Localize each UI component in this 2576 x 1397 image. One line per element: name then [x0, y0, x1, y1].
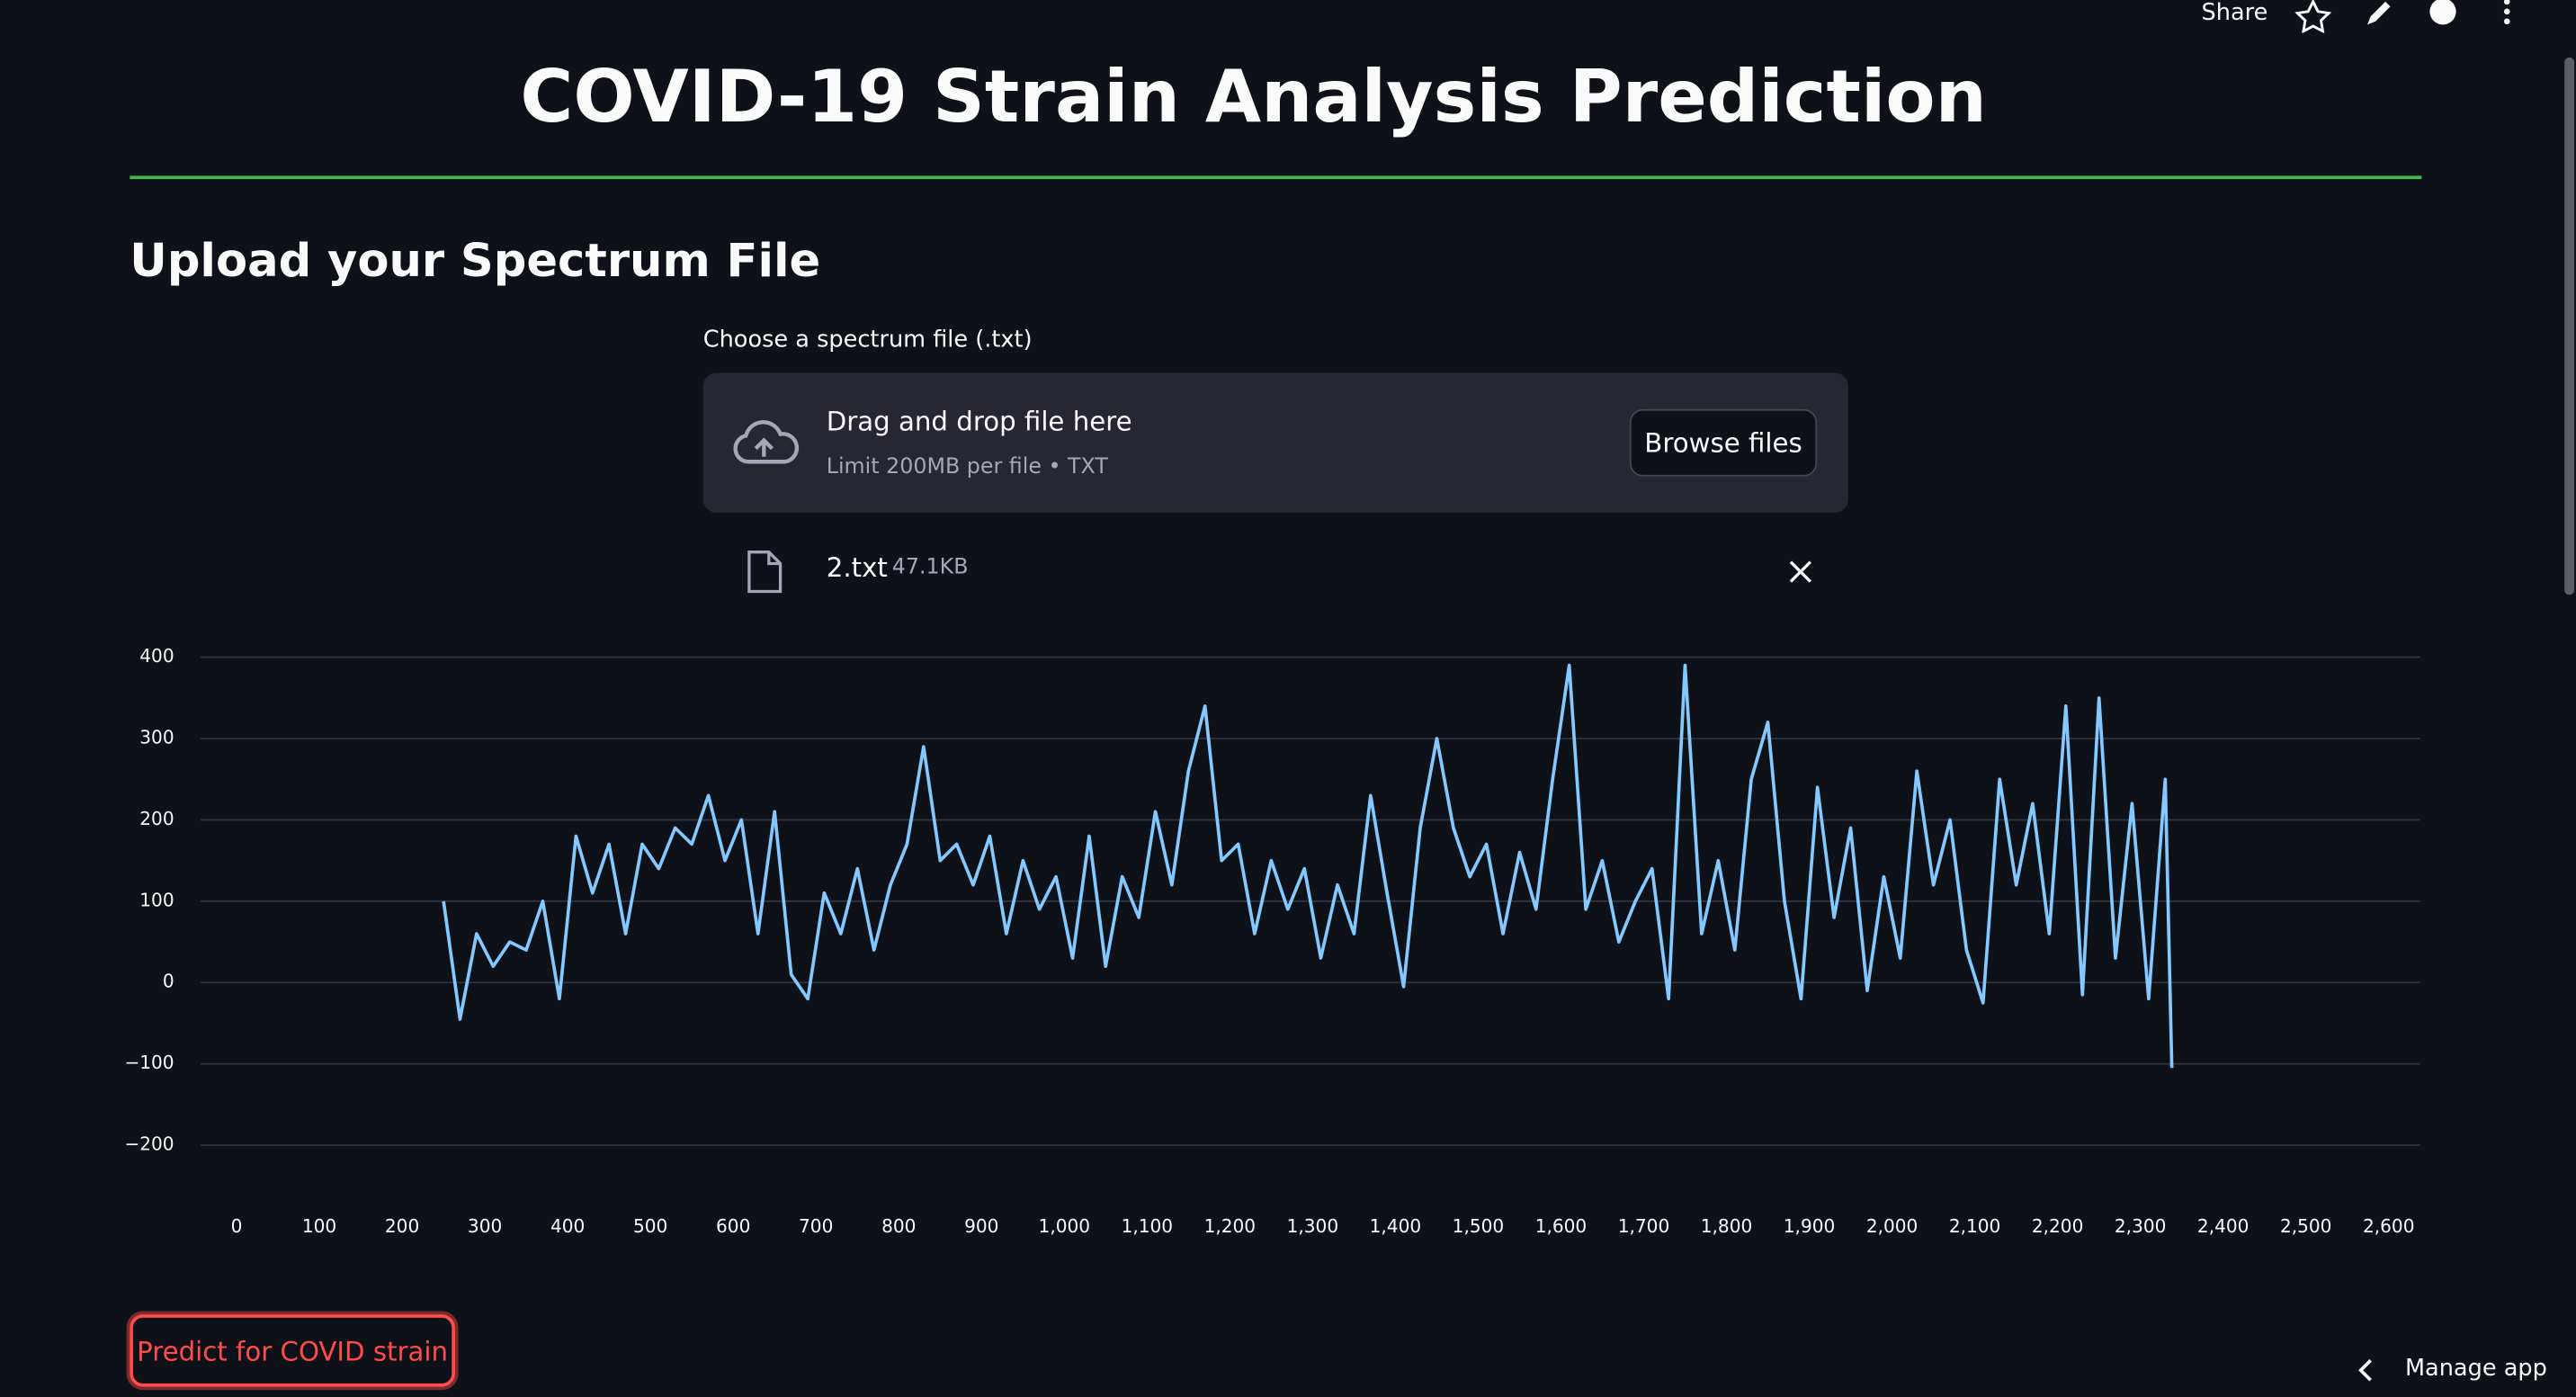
- uploader-label: Choose a spectrum file (.txt): [702, 327, 1033, 354]
- toolbar-icons: [2294, 0, 2510, 33]
- file-size: 47.1KB: [891, 555, 969, 580]
- page-title: COVID-19 Strain Analysis Prediction: [520, 56, 1987, 140]
- scrollbar[interactable]: [2564, 57, 2575, 596]
- file-name: 2.txt: [826, 551, 888, 584]
- y-tick-label: 0: [163, 971, 174, 992]
- x-tick-label: 2,600: [2363, 1215, 2414, 1237]
- x-tick-label: 1,300: [1287, 1215, 1338, 1237]
- file-icon: [747, 551, 783, 594]
- x-tick-label: 800: [881, 1215, 916, 1237]
- edit-icon[interactable]: [2366, 1, 2391, 25]
- x-tick-label: 1,800: [1701, 1215, 1752, 1237]
- x-tick-label: 2,200: [2032, 1215, 2083, 1237]
- x-tick-label: 1,200: [1204, 1215, 1256, 1237]
- x-tick-label: 300: [468, 1215, 502, 1237]
- x-tick-label: 400: [550, 1215, 585, 1237]
- x-tick-label: 700: [799, 1215, 833, 1237]
- manage-app[interactable]: Manage app: [2404, 1355, 2547, 1383]
- x-tick-label: 1,700: [1618, 1215, 1669, 1237]
- predict-button[interactable]: Predict for COVID strain: [130, 1314, 455, 1387]
- y-tick-label: −100: [124, 1052, 174, 1073]
- share-button[interactable]: Share: [2201, 0, 2268, 27]
- x-tick-label: 200: [385, 1215, 419, 1237]
- x-tick-label: 2,100: [1949, 1215, 2000, 1237]
- x-tick-label: 100: [302, 1215, 336, 1237]
- menu-icon[interactable]: [2503, 0, 2510, 5]
- browse-button[interactable]: Browse files: [1629, 408, 1818, 477]
- cloud-icon: [733, 420, 800, 464]
- chevron-icon[interactable]: [2356, 1357, 2375, 1384]
- x-tick-label: 1,900: [1784, 1215, 1835, 1237]
- x-tick-label: 2,500: [2280, 1215, 2331, 1237]
- x-tick-label: 500: [633, 1215, 667, 1237]
- remove-file[interactable]: [1787, 559, 1813, 585]
- x-tick-label: 1,600: [1535, 1215, 1587, 1237]
- y-tick-label: 100: [139, 889, 174, 910]
- star-icon[interactable]: [2294, 0, 2332, 33]
- github-icon[interactable]: [2429, 0, 2456, 25]
- y-tick-label: 200: [139, 808, 174, 829]
- y-tick-label: 300: [139, 727, 174, 748]
- x-tick-label: 600: [716, 1215, 750, 1237]
- x-tick-label: 2,000: [1866, 1215, 1918, 1237]
- x-tick-label: 900: [964, 1215, 998, 1237]
- drop-text: Drag and drop file here: [826, 406, 1132, 437]
- y-tick-label: 400: [139, 645, 174, 667]
- x-tick-label: 1,400: [1370, 1215, 1421, 1237]
- data-line: [442, 663, 2174, 1069]
- limit-text: Limit 200MB per file • TXT: [826, 454, 1108, 480]
- x-tick-label: 1,000: [1039, 1215, 1090, 1237]
- y-tick-label: −200: [124, 1133, 174, 1155]
- x-tick-label: 0: [231, 1215, 243, 1237]
- subheader: Upload your Spectrum File: [130, 233, 821, 288]
- line-chart: −200 −100 0 100 200 300 400 0 100 200 300 400 500 600…: [124, 645, 2420, 1237]
- divider: [130, 175, 2422, 180]
- x-tick-label: 2,300: [2115, 1215, 2166, 1237]
- x-tick-label: 2,400: [2197, 1215, 2249, 1237]
- x-tick-label: 1,100: [1122, 1215, 1173, 1237]
- x-tick-label: 1,500: [1453, 1215, 1504, 1237]
